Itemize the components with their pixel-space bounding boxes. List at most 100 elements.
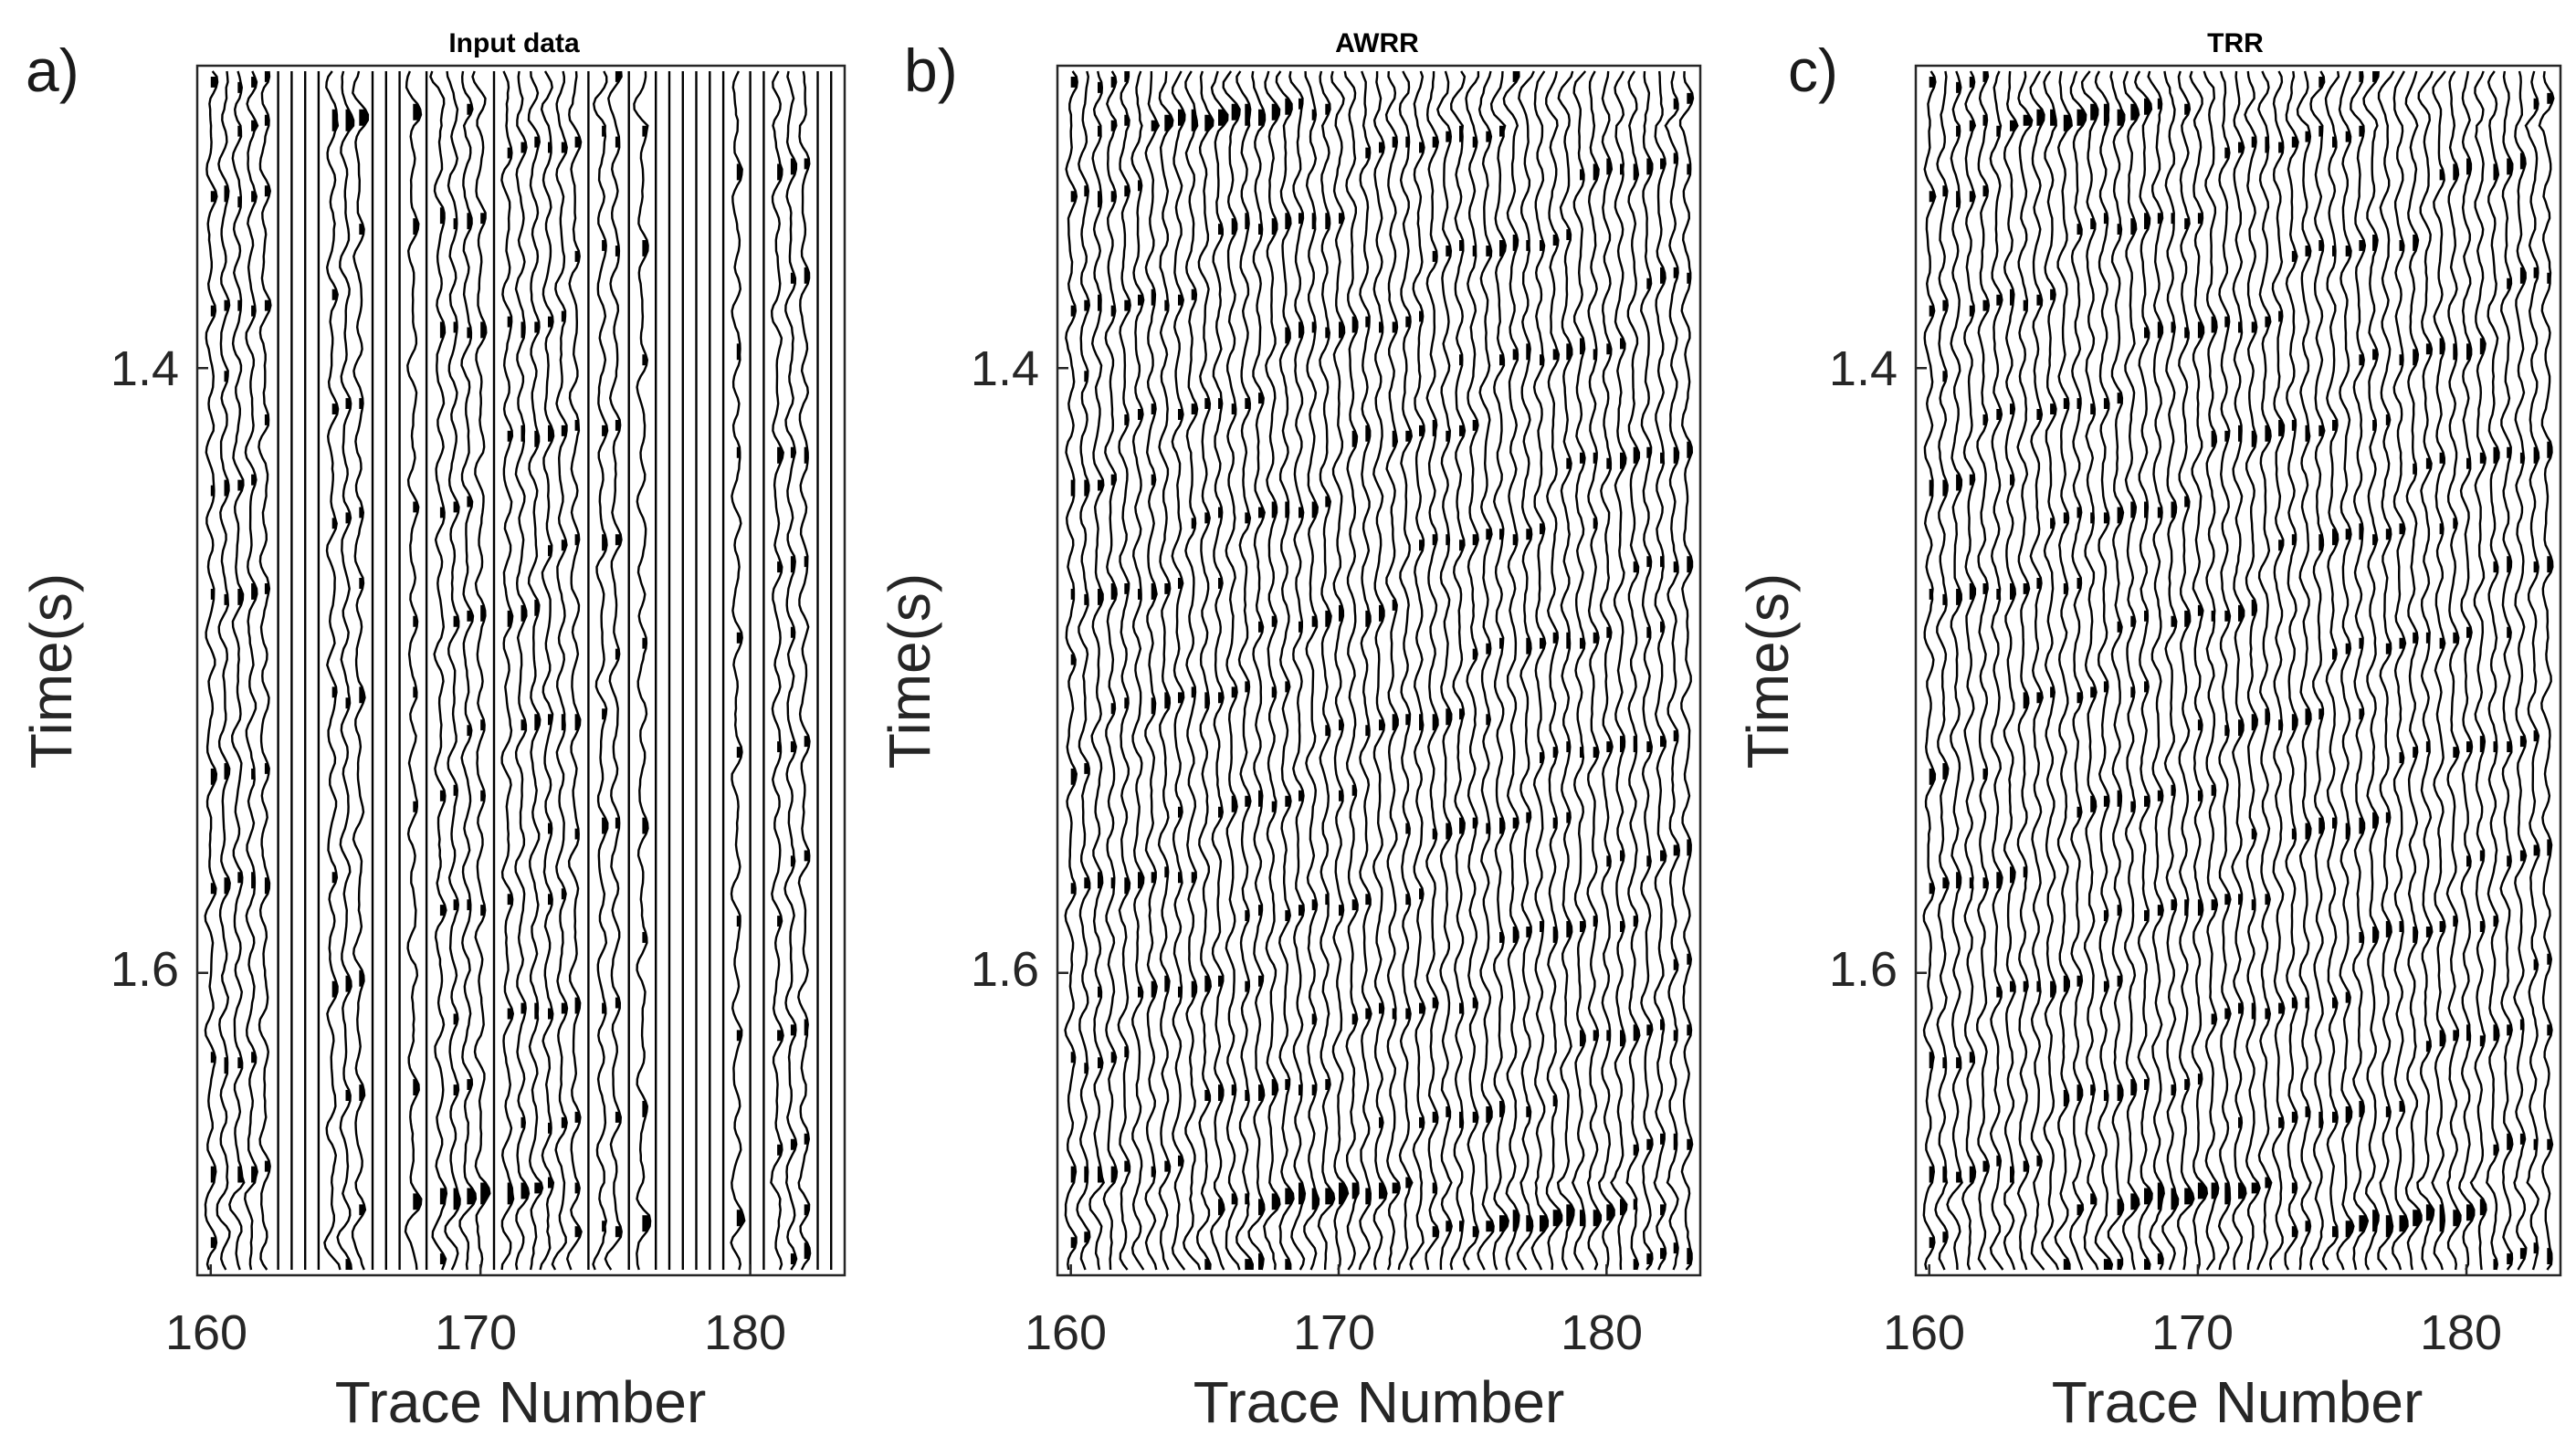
trace-fill: [2372, 1210, 2379, 1232]
seismic-trace: [2080, 70, 2099, 1271]
panel-b-x-axis-label: Trace Number: [1193, 1369, 1565, 1435]
panel-b-traces: [1057, 70, 1695, 1275]
seismic-trace: [1222, 70, 1241, 1271]
x-tick-label: 180: [1561, 1305, 1643, 1360]
x-tick-label: 160: [165, 1305, 247, 1360]
seismic-trace: [592, 70, 609, 1271]
seismic-trace: [2231, 70, 2247, 1271]
seismic-trace: [2189, 70, 2209, 1271]
trace-fill: [1379, 1182, 1387, 1199]
panel-b-title: AWRR: [1335, 28, 1419, 58]
y-tick-label: 1.6: [971, 942, 1039, 997]
seismic-trace: [1275, 70, 1295, 1270]
trace-fill: [1258, 109, 1265, 126]
trace-fill: [1070, 77, 1078, 88]
seismic-trace: [429, 70, 448, 1271]
seismic-trace: [1653, 70, 1667, 1271]
trace-fill: [2466, 1204, 2475, 1221]
x-tick-label: 160: [1883, 1305, 1965, 1360]
panel-a-y-axis-label: Time(s): [18, 573, 84, 769]
panel-c-label: c): [1788, 37, 1838, 104]
seismic-trace: [797, 70, 812, 1271]
seismic-trace: [539, 70, 555, 1271]
panel-a-x-ticks: 160 170 180: [165, 1305, 786, 1360]
seismic-trace: [351, 70, 370, 1271]
trace-fill: [251, 1166, 258, 1183]
panel-a-label: a): [26, 37, 79, 104]
seismic-trace: [2431, 70, 2446, 1271]
panel-a-traces: [197, 70, 833, 1275]
x-tick-label: 160: [1025, 1305, 1107, 1360]
panel-a-y-ticks: 1.4 1.6: [110, 341, 179, 997]
seismic-trace: [730, 70, 746, 1271]
seismic-trace: [514, 70, 531, 1271]
seismic-trace: [2391, 70, 2409, 1271]
panel-b-y-axis-label: Time(s): [877, 573, 942, 769]
seismic-trace: [1449, 70, 1467, 1271]
seismic-trace: [1210, 70, 1229, 1271]
seismic-trace: [444, 70, 461, 1271]
panel-a-axes-frame: [195, 64, 846, 1277]
seismic-trace: [1489, 70, 1509, 1271]
trace-fill: [2399, 1215, 2408, 1232]
seismic-trace: [1462, 71, 1480, 1271]
seismic-trace: [1946, 70, 1963, 1271]
seismic-trace: [2068, 70, 2087, 1271]
y-tick-label: 1.6: [110, 942, 179, 997]
panel-c: c) TRR 1.4 1.6 160 170 180 Trace Number …: [1735, 28, 2562, 1435]
seismic-trace: [770, 70, 784, 1271]
seismic-trace: [1144, 71, 1161, 1271]
seismic-trace: [2203, 70, 2220, 1271]
seismic-trace: [1303, 70, 1320, 1271]
seismic-trace: [1922, 70, 1937, 1271]
seismic-trace: [1235, 70, 1255, 1271]
seismic-trace: [1639, 70, 1654, 1271]
seismic-trace: [471, 70, 491, 1271]
seismic-trace: [2457, 70, 2476, 1271]
panel-c-axes-frame: [1914, 64, 2562, 1277]
seismic-trace: [336, 70, 355, 1271]
panel-b-label: b): [904, 37, 958, 104]
seismic-trace: [633, 70, 652, 1271]
seismic-trace: [2268, 70, 2286, 1271]
seismic-trace: [2177, 70, 2195, 1271]
trace-fill: [1392, 1182, 1400, 1194]
panel-a: a) Input data 1.4 1.6 160 170 180 Trace …: [18, 28, 846, 1435]
seismic-trace: [2029, 70, 2045, 1271]
trace-fill: [453, 1188, 460, 1210]
seismic-trace: [1556, 70, 1575, 1271]
seismic-trace: [2107, 70, 2126, 1271]
panel-c-y-ticks: 1.4 1.6: [1829, 341, 1898, 997]
seismic-trace: [1182, 70, 1202, 1271]
seismic-trace: [2350, 70, 2370, 1271]
seismic-trace: [2404, 70, 2423, 1271]
seismic-trace: [2016, 70, 2034, 1271]
seismic-trace: [1597, 70, 1615, 1271]
seismic-trace: [1317, 70, 1336, 1271]
seismic-trace: [458, 70, 478, 1271]
y-tick-label: 1.4: [1829, 341, 1898, 396]
seismic-trace: [2321, 70, 2340, 1271]
x-tick-label: 180: [2420, 1305, 2502, 1360]
panel-c-traces: [1916, 70, 2555, 1275]
seismic-trace: [1586, 70, 1603, 1271]
trace-fill: [345, 1259, 352, 1270]
x-tick-label: 170: [1293, 1305, 1375, 1360]
seismic-trace: [1263, 70, 1281, 1271]
seismic-trace: [1545, 70, 1563, 1271]
seismic-trace: [2416, 70, 2435, 1271]
seismic-trace: [551, 70, 569, 1271]
seismic-trace: [604, 70, 623, 1271]
seismic-trace: [2134, 70, 2153, 1271]
seismic-trace: [2538, 70, 2555, 1271]
seismic-trace: [1247, 70, 1267, 1271]
seismic-trace: [1195, 70, 1214, 1271]
trace-fill: [1311, 1188, 1319, 1210]
seismic-trace: [2524, 70, 2540, 1271]
seismic-trace: [2377, 70, 2395, 1271]
seismic-trace: [228, 70, 246, 1271]
seismic-trace: [2161, 70, 2180, 1271]
seismic-trace: [2284, 70, 2299, 1271]
trace-fill: [615, 71, 622, 82]
trace-fill: [1191, 109, 1198, 131]
